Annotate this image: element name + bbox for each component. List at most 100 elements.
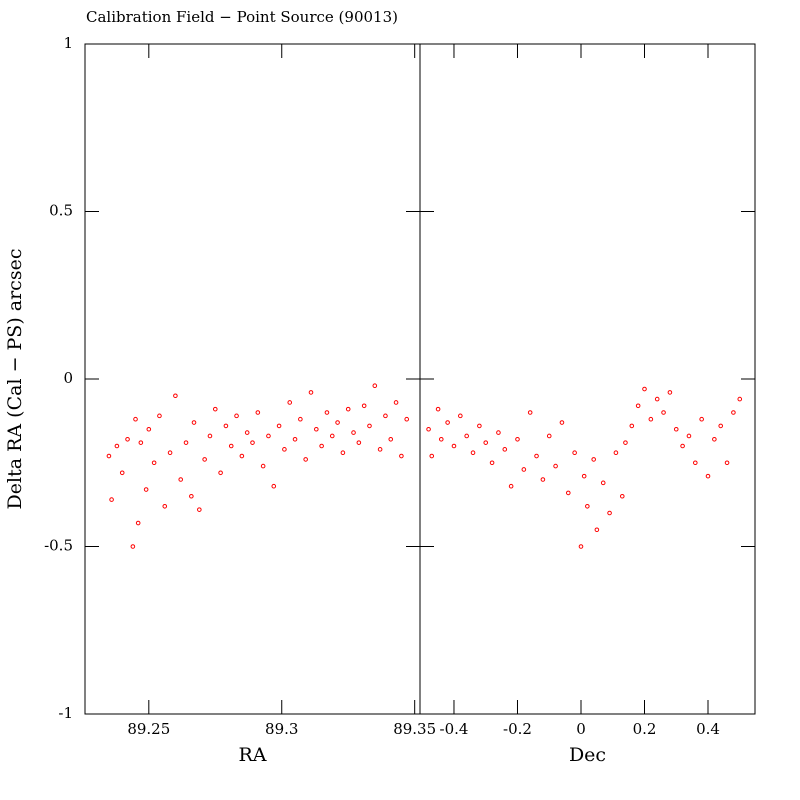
data-point: [540, 477, 546, 482]
data-point: [642, 386, 647, 392]
x-tick-label: 89.35: [393, 720, 436, 738]
data-point: [489, 460, 495, 466]
data-point: [250, 440, 255, 445]
data-point: [244, 430, 250, 435]
data-point: [594, 527, 600, 533]
x-axis-label: RA: [238, 744, 266, 766]
x-tick-label: 89.3: [265, 720, 298, 738]
data-point: [157, 413, 162, 419]
data-point: [191, 420, 197, 425]
data-point: [648, 416, 654, 422]
data-point: [308, 390, 314, 395]
data-point: [143, 487, 149, 492]
data-point: [534, 453, 539, 459]
plot-frame: [84, 43, 421, 715]
data-point: [228, 443, 234, 449]
data-point: [146, 426, 152, 432]
data-point: [546, 433, 552, 439]
data-point: [426, 426, 431, 432]
x-tick-label: 0.4: [696, 720, 720, 738]
data-point: [515, 437, 520, 442]
data-point: [581, 473, 587, 479]
data-point: [699, 416, 704, 422]
data-point: [565, 490, 571, 496]
data-point: [372, 383, 378, 389]
data-point: [686, 433, 692, 439]
data-point: [521, 467, 527, 472]
data-point: [553, 463, 558, 469]
data-point: [613, 450, 619, 456]
data-point: [404, 416, 410, 422]
y-tick-label: 1: [63, 34, 73, 52]
data-point: [106, 453, 112, 459]
data-point: [109, 497, 114, 502]
data-point: [572, 450, 577, 456]
data-point: [693, 460, 698, 466]
plot-frame: [419, 43, 756, 715]
data-point: [234, 413, 239, 419]
data-point: [340, 450, 346, 456]
data-point: [255, 410, 261, 415]
y-tick-label: -1: [58, 704, 73, 722]
x-tick-label: -0.2: [503, 720, 532, 738]
data-point: [705, 473, 711, 479]
data-point: [383, 413, 388, 419]
data-point: [377, 447, 383, 452]
data-point: [282, 447, 287, 452]
data-point: [619, 493, 625, 499]
data-point: [483, 440, 489, 445]
data-point: [114, 443, 120, 449]
data-point: [303, 457, 308, 462]
data-point: [223, 423, 229, 429]
data-point: [351, 430, 356, 435]
data-point: [654, 396, 660, 402]
data-point: [239, 453, 245, 459]
data-point: [438, 437, 444, 442]
data-point: [629, 423, 635, 429]
data-point: [367, 423, 372, 429]
data-point: [329, 433, 335, 439]
data-point: [197, 507, 202, 512]
data-point: [718, 423, 724, 429]
data-point: [429, 453, 435, 459]
data-point: [661, 410, 666, 415]
data-point: [737, 396, 743, 402]
data-point: [607, 510, 612, 516]
data-point: [496, 430, 501, 435]
data-point: [276, 423, 282, 429]
data-point: [298, 416, 303, 422]
data-point: [138, 440, 144, 445]
x-tick-label: 89.25: [127, 720, 170, 738]
data-point: [151, 460, 157, 466]
data-point: [435, 406, 441, 412]
data-point: [393, 400, 399, 405]
data-point: [335, 420, 340, 425]
data-point: [119, 470, 125, 476]
data-point: [266, 433, 271, 439]
data-point: [508, 483, 514, 489]
data-point: [202, 457, 207, 462]
data-point: [324, 410, 330, 415]
y-tick-label: 0.5: [49, 202, 73, 220]
data-point: [458, 413, 463, 419]
data-point: [585, 504, 590, 509]
data-point: [314, 426, 319, 432]
data-point: [183, 440, 189, 445]
data-point: [218, 470, 223, 476]
data-point: [356, 440, 362, 445]
data-point: [319, 443, 324, 449]
data-point: [559, 420, 565, 425]
data-point: [133, 416, 138, 422]
data-point: [724, 460, 730, 466]
data-point: [207, 433, 213, 439]
data-point: [287, 400, 293, 405]
data-point: [635, 403, 641, 409]
data-point: [399, 453, 404, 459]
data-point: [189, 493, 194, 499]
data-point: [292, 437, 298, 442]
data-point: [600, 480, 606, 486]
data-point: [680, 443, 685, 449]
data-point: [470, 450, 476, 456]
data-point: [260, 463, 266, 469]
